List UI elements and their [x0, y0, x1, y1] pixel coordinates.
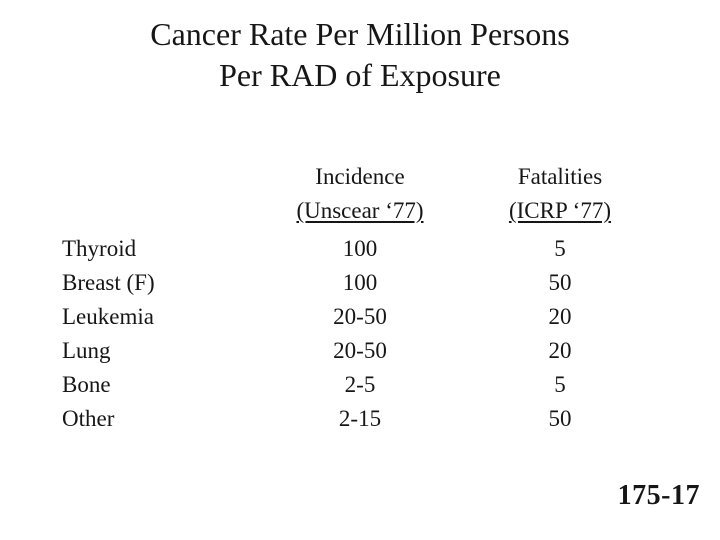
row-label-thyroid: Thyroid	[62, 236, 137, 261]
row-thyroid-fatalities-value: 5	[554, 236, 566, 261]
row-other-incidence-value: 2-15	[338, 406, 382, 431]
row-label-leukemia: Leukemia	[62, 304, 154, 329]
column-header-incidence: Incidence	[315, 164, 405, 189]
row-label-other: Other	[62, 406, 115, 431]
row-leukemia-incidence-value: 20-50	[333, 304, 387, 329]
slide-title-line-2: Per RAD of Exposure	[219, 57, 501, 93]
row-label-breast: Breast (F)	[62, 270, 155, 295]
row-bone-fatalities-value: 5	[554, 372, 566, 397]
row-lung-incidence-value: 20-50	[333, 338, 387, 363]
header-empty-cell	[62, 160, 280, 194]
header-empty-cell	[62, 194, 280, 228]
column-subheader-fatalities-source: (ICRP ‘77)	[440, 194, 640, 228]
slide-title: Cancer Rate Per Million Persons Per RAD …	[0, 14, 720, 96]
column-subheader-incidence-source: (Unscear ‘77)	[280, 194, 440, 228]
row-breast-incidence-value: 100	[342, 270, 378, 295]
slide-title-line-1: Cancer Rate Per Million Persons	[150, 16, 570, 52]
row-leukemia-fatalities-value: 20	[548, 304, 572, 329]
row-bone-incidence-value: 2-5	[344, 372, 376, 397]
row-other-fatalities-value: 50	[548, 406, 572, 431]
row-breast-fatalities-value: 50	[548, 270, 572, 295]
slide-number: 175-17	[617, 480, 700, 511]
row-label-lung: Lung	[62, 338, 111, 363]
incidence-source-label: (Unscear ‘77)	[296, 198, 424, 223]
row-thyroid-incidence-value: 100	[342, 236, 378, 261]
column-header-fatalities: Fatalities	[517, 164, 603, 189]
fatalities-source-label: (ICRP ‘77)	[508, 198, 611, 223]
row-lung-fatalities-value: 20	[548, 338, 572, 363]
row-label-bone: Bone	[62, 372, 111, 397]
cancer-rate-table: Incidence Fatalities (Unscear ‘77) (ICRP…	[62, 160, 640, 436]
